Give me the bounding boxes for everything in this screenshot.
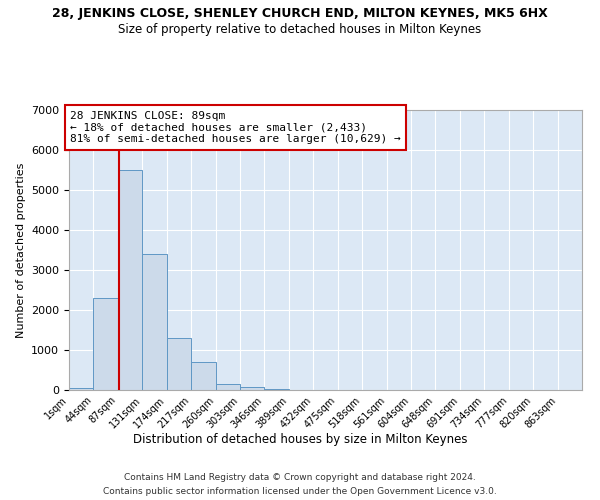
- Bar: [215, 384, 240, 390]
- Bar: [240, 387, 265, 390]
- Bar: [118, 170, 142, 390]
- Text: Size of property relative to detached houses in Milton Keynes: Size of property relative to detached ho…: [118, 22, 482, 36]
- Text: 28 JENKINS CLOSE: 89sqm
← 18% of detached houses are smaller (2,433)
81% of semi: 28 JENKINS CLOSE: 89sqm ← 18% of detache…: [70, 111, 401, 144]
- Bar: [142, 254, 167, 390]
- Y-axis label: Number of detached properties: Number of detached properties: [16, 162, 26, 338]
- Bar: [69, 388, 94, 390]
- Bar: [265, 389, 289, 390]
- Text: Contains HM Land Registry data © Crown copyright and database right 2024.: Contains HM Land Registry data © Crown c…: [124, 472, 476, 482]
- Text: 28, JENKINS CLOSE, SHENLEY CHURCH END, MILTON KEYNES, MK5 6HX: 28, JENKINS CLOSE, SHENLEY CHURCH END, M…: [52, 8, 548, 20]
- Text: Contains public sector information licensed under the Open Government Licence v3: Contains public sector information licen…: [103, 488, 497, 496]
- Bar: [94, 298, 118, 390]
- Text: Distribution of detached houses by size in Milton Keynes: Distribution of detached houses by size …: [133, 432, 467, 446]
- Bar: [191, 362, 215, 390]
- Bar: [167, 338, 191, 390]
